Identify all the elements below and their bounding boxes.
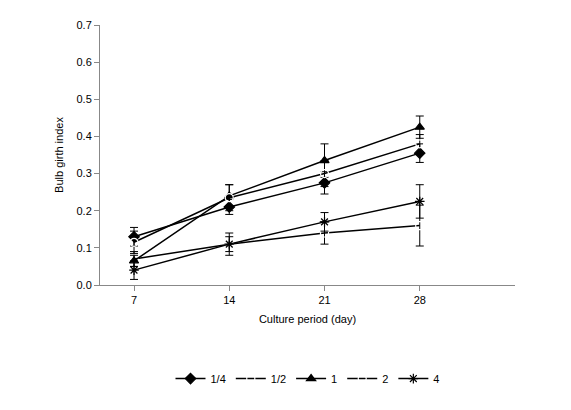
svg-text:Bulb girth index: Bulb girth index <box>53 117 65 193</box>
svg-text:0.6: 0.6 <box>77 56 92 68</box>
svg-text:21: 21 <box>318 294 330 306</box>
svg-text:1: 1 <box>331 373 337 385</box>
svg-text:0.7: 0.7 <box>77 19 92 31</box>
svg-text:0.4: 0.4 <box>77 130 92 142</box>
svg-text:1/4: 1/4 <box>211 373 226 385</box>
svg-text:0.1: 0.1 <box>77 242 92 254</box>
svg-text:14: 14 <box>223 294 235 306</box>
svg-text:0.3: 0.3 <box>77 167 92 179</box>
svg-text:0.0: 0.0 <box>77 279 92 291</box>
svg-text:1/2: 1/2 <box>271 373 286 385</box>
svg-text:2: 2 <box>382 373 388 385</box>
svg-text:7: 7 <box>131 294 137 306</box>
svg-text:0.5: 0.5 <box>77 93 92 105</box>
svg-text:28: 28 <box>414 294 426 306</box>
svg-text:4: 4 <box>433 373 439 385</box>
svg-text:0.2: 0.2 <box>77 205 92 217</box>
svg-text:Culture period (day): Culture period (day) <box>259 313 356 325</box>
